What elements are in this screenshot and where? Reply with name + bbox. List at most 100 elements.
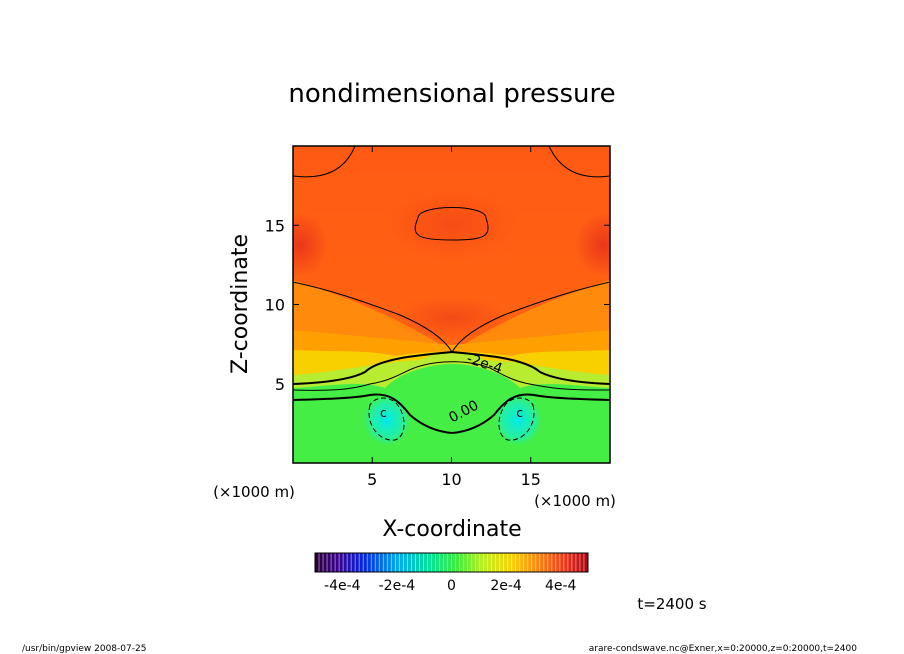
colorbar-cell [323, 553, 328, 572]
red-blob-lower [392, 296, 512, 340]
colorbar-cell [395, 553, 400, 572]
colorbar-tick-label: 4e-4 [545, 578, 577, 594]
contour-dashed-right [498, 397, 535, 441]
colorbar-cell [415, 553, 420, 572]
colorbar-tick-label: 0 [447, 578, 456, 594]
colorbar-cell [539, 553, 544, 572]
colorbar-cell [439, 553, 444, 572]
colorbar-cell [443, 553, 448, 572]
red-blob-center [387, 190, 517, 260]
colorbar-cell [315, 553, 320, 572]
colorbar-cell [359, 553, 364, 572]
colorbar-cell [327, 553, 332, 572]
footer-left: /usr/bin/gpview 2008-07-25 [22, 644, 146, 654]
colorbar-ticks: -4e-4 -2e-4 0 2e-4 4e-4 [324, 578, 576, 594]
colorbar-tick-label: -4e-4 [324, 578, 361, 594]
colorbar-cell [535, 553, 540, 572]
contour-top-left [293, 146, 356, 178]
z-tick-label: 5 [275, 375, 285, 394]
colorbar-cell [479, 553, 484, 572]
colorbar-cell [339, 553, 344, 572]
colorbar-cell [495, 553, 500, 572]
cyan-blob-right [494, 394, 542, 446]
time-label: t=2400 s [637, 595, 706, 613]
colorbar-cell [515, 553, 520, 572]
colorbar-cell [543, 553, 548, 572]
colorbar-cell [511, 553, 516, 572]
colorbar-cell [391, 553, 396, 572]
colorbar-cell [455, 553, 460, 572]
contour-neg2e-4 [293, 350, 610, 385]
colorbar-cell [547, 553, 552, 572]
colorbar-cell [459, 553, 464, 572]
colorbar-cell [331, 553, 336, 572]
colorbar-cell [487, 553, 492, 572]
x-tick-label: 5 [367, 470, 377, 489]
contour-thin-mid [293, 361, 610, 391]
colorbar-cell [483, 553, 488, 572]
colorbar-cell [451, 553, 456, 572]
colorbar-cell [507, 553, 512, 572]
colorbar-cell [403, 553, 408, 572]
contour-dashed-left [368, 397, 405, 441]
x-tick-label: 15 [521, 470, 541, 489]
colorbar-cell [355, 553, 360, 572]
colorbar-cell [399, 553, 404, 572]
colorbar-cell [407, 553, 412, 572]
colorbar-cell [347, 553, 352, 572]
colorbar-cell [427, 553, 432, 572]
colorbar-cell [583, 553, 588, 572]
z-unit-label: (×1000 m) [213, 483, 295, 501]
colorbar-cell [375, 553, 380, 572]
colorbar-cell [579, 553, 584, 572]
colorbar-cell [423, 553, 428, 572]
colorbar-cell [503, 553, 508, 572]
x-axis-label: X-coordinate [382, 517, 521, 542]
colorbar-cell [559, 553, 564, 572]
colorbar-cell [411, 553, 416, 572]
contour-label: c [380, 406, 387, 420]
colorbar-cell [523, 553, 528, 572]
colorbar-cell [491, 553, 496, 572]
contour-label: c [516, 406, 523, 420]
colorbar-cell [447, 553, 452, 572]
colorbar-cell [387, 553, 392, 572]
colorbar [314, 553, 588, 572]
colorbar-cell [431, 553, 436, 572]
plot-area: -2e-40.00c c [293, 146, 610, 463]
colorbar-cell [571, 553, 576, 572]
colorbar-cell [531, 553, 536, 572]
colorbar-cell [471, 553, 476, 572]
colorbar-tick-label: -2e-4 [379, 578, 416, 594]
colorbar-cell [563, 553, 568, 572]
colorbar-cell [499, 553, 504, 572]
colorbar-cell [567, 553, 572, 572]
y-axis-label: Z-coordinate [228, 234, 253, 374]
z-ticks: 5 10 15 [265, 216, 610, 394]
x-ticks: 5 10 15 [367, 146, 541, 489]
colorbar-cell [463, 553, 468, 572]
colorbar-cell [555, 553, 560, 572]
contour-center-loop [414, 207, 489, 241]
colorbar-cell [367, 553, 372, 572]
footer-right: arare-condswave.nc@Exner,x=0:20000,z=0:2… [589, 644, 858, 654]
colorbar-cell [351, 553, 356, 572]
red-blob-right [575, 213, 610, 277]
colorbar-cell [383, 553, 388, 572]
colorbar-cell [475, 553, 480, 572]
red-blob-left [293, 213, 328, 277]
cyan-blob-left [363, 394, 411, 446]
colorbar-cell [371, 553, 376, 572]
colorbar-cell [467, 553, 472, 572]
chart-title: nondimensional pressure [288, 79, 615, 109]
colorbar-cell [319, 553, 324, 572]
colorbar-cell [435, 553, 440, 572]
colorbar-cell [343, 553, 348, 572]
z-tick-label: 15 [265, 216, 285, 235]
x-tick-label: 10 [441, 470, 461, 489]
x-unit-label: (×1000 m) [534, 492, 616, 510]
colorbar-tick-label: 2e-4 [490, 578, 522, 594]
z-tick-label: 10 [265, 296, 285, 315]
colorbar-frame [314, 552, 589, 573]
